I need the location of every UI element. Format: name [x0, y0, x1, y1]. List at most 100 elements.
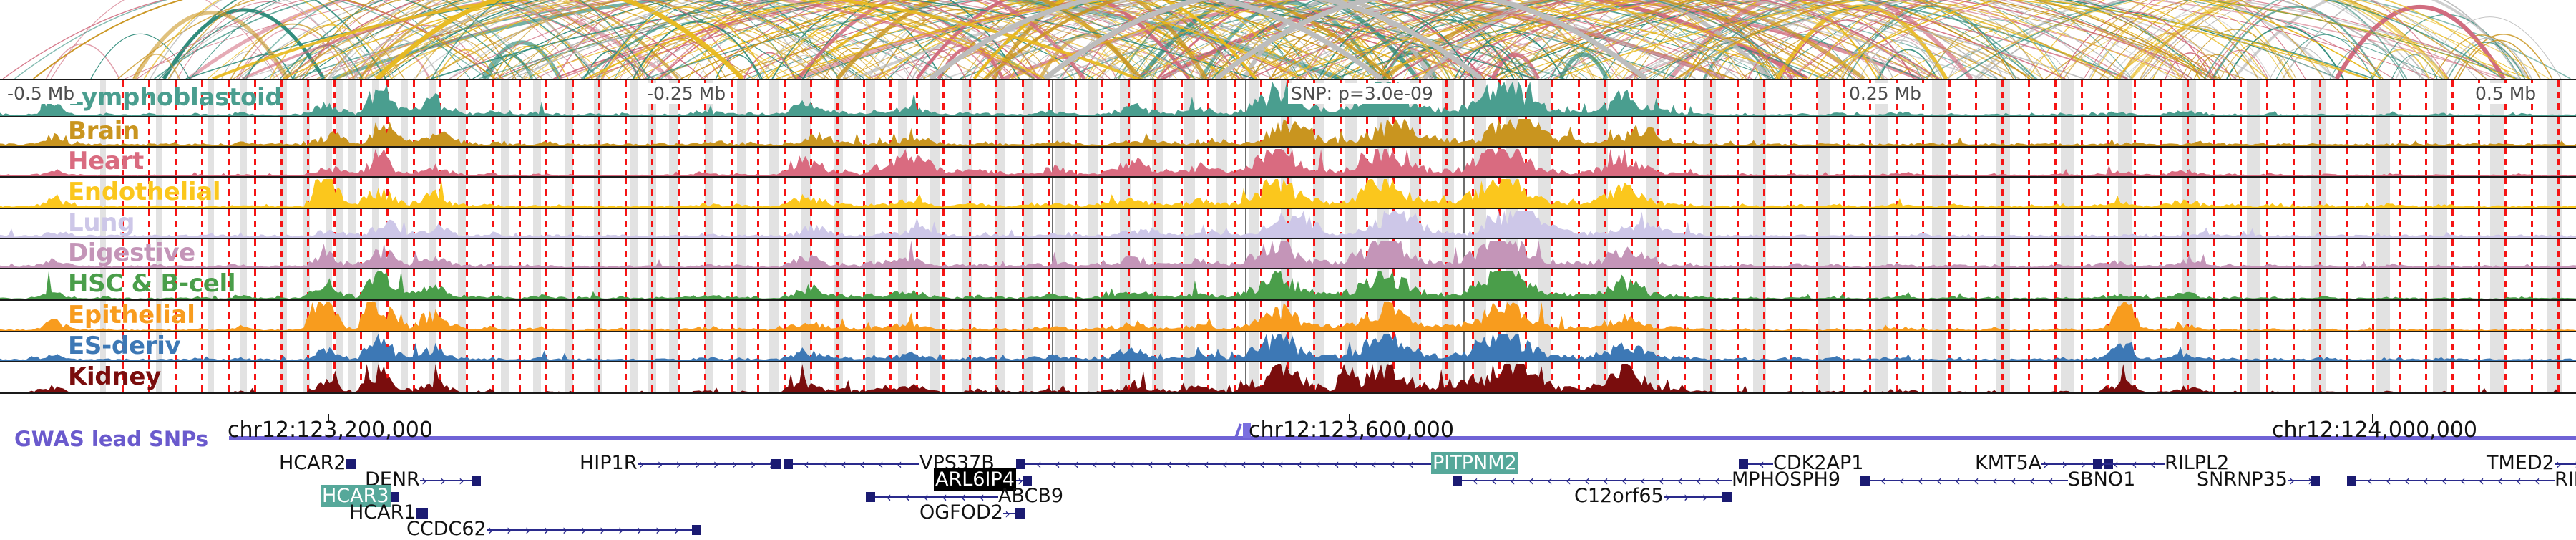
snp-rule[interactable] — [148, 269, 150, 299]
snp-rule[interactable] — [1604, 148, 1606, 176]
snp-rule[interactable] — [1604, 209, 1606, 238]
snp-rule[interactable] — [1657, 301, 1659, 331]
snp-rule[interactable] — [2319, 301, 2321, 331]
snp-rule[interactable] — [1181, 332, 1183, 361]
snp-rule[interactable] — [1737, 80, 1739, 116]
snp-rule[interactable] — [1869, 117, 1871, 146]
snp-rule[interactable] — [519, 178, 521, 208]
snp-rule[interactable] — [2107, 269, 2109, 299]
snp-rule[interactable] — [889, 332, 892, 361]
snp-rule[interactable] — [1948, 148, 1951, 176]
snp-rule[interactable] — [1445, 301, 1448, 331]
snp-rule[interactable] — [704, 332, 706, 361]
snp-rule[interactable] — [969, 148, 971, 176]
snp-rule[interactable] — [2213, 301, 2215, 331]
gene-abcb9[interactable]: ‹‹‹‹‹‹‹ABCB9 — [866, 486, 1063, 507]
snp-rule[interactable] — [1445, 117, 1448, 146]
snp-rule[interactable] — [2425, 239, 2427, 268]
snp-rule[interactable] — [1340, 239, 1342, 268]
snp-rule[interactable] — [307, 362, 309, 392]
snp-rule[interactable] — [1631, 209, 1633, 238]
snp-rule[interactable] — [1154, 269, 1156, 299]
snp-rule[interactable] — [1340, 301, 1342, 331]
snp-rule[interactable] — [1684, 148, 1686, 176]
snp-rule[interactable] — [254, 332, 256, 361]
snp-rule[interactable] — [810, 178, 812, 208]
snp-rule[interactable] — [836, 80, 839, 116]
snp-rule[interactable] — [122, 239, 124, 268]
snp-rule[interactable] — [413, 362, 415, 392]
snp-rule[interactable] — [545, 332, 547, 361]
snp-rule[interactable] — [280, 148, 283, 176]
snp-rule[interactable] — [598, 301, 600, 331]
snp-rule[interactable] — [122, 80, 124, 116]
snp-rule[interactable] — [1154, 209, 1156, 238]
snp-rule[interactable] — [2081, 239, 2083, 268]
snp-rule[interactable] — [2240, 362, 2242, 392]
gene-hcar2[interactable]: HCAR2 — [279, 453, 356, 474]
snp-rule[interactable] — [969, 117, 971, 146]
snp-rule[interactable] — [625, 239, 627, 268]
snp-rule[interactable] — [2399, 178, 2401, 208]
snp-rule[interactable] — [704, 301, 706, 331]
snp-rule[interactable] — [1896, 148, 1898, 176]
snp-rule[interactable] — [2107, 117, 2109, 146]
snp-rule[interactable] — [1181, 209, 1183, 238]
snp-rule[interactable] — [1207, 209, 1209, 238]
snp-rule[interactable] — [1922, 239, 1924, 268]
snp-rule[interactable] — [995, 178, 997, 208]
snp-rule[interactable] — [2293, 209, 2295, 238]
snp-rule[interactable] — [2346, 332, 2348, 361]
snp-rule[interactable] — [1710, 269, 1712, 299]
snp-rule[interactable] — [2293, 239, 2295, 268]
snp-rule[interactable] — [2346, 80, 2348, 116]
snp-rule[interactable] — [1869, 148, 1871, 176]
snp-rule[interactable] — [2240, 148, 2242, 176]
snp-rule[interactable] — [2081, 80, 2083, 116]
snp-rule[interactable] — [942, 209, 945, 238]
snp-rule[interactable] — [1022, 209, 1024, 238]
snp-rule[interactable] — [439, 332, 441, 361]
snp-rule[interactable] — [2451, 332, 2454, 361]
snp-rule[interactable] — [1790, 239, 1792, 268]
snp-rule[interactable] — [1154, 332, 1156, 361]
snp-rule[interactable] — [836, 209, 839, 238]
snp-rule[interactable] — [175, 269, 177, 299]
snp-rule[interactable] — [492, 239, 494, 268]
snp-rule[interactable] — [2266, 362, 2268, 392]
snp-rule[interactable] — [280, 239, 283, 268]
snp-rule[interactable] — [175, 209, 177, 238]
snp-rule[interactable] — [492, 301, 494, 331]
snp-rule[interactable] — [439, 301, 441, 331]
snp-rule[interactable] — [1234, 117, 1236, 146]
snp-rule[interactable] — [704, 209, 706, 238]
snp-rule[interactable] — [466, 148, 468, 176]
snp-rule[interactable] — [2028, 362, 2030, 392]
snp-rule[interactable] — [1075, 301, 1077, 331]
snp-rule[interactable] — [1684, 332, 1686, 361]
snp-rule[interactable] — [2346, 269, 2348, 299]
snp-rule[interactable] — [1975, 239, 1977, 268]
snp-rule[interactable] — [2240, 80, 2242, 116]
snp-rule[interactable] — [1207, 239, 1209, 268]
snp-rule[interactable] — [439, 80, 441, 116]
snp-rule[interactable] — [1922, 117, 1924, 146]
snp-rule[interactable] — [254, 178, 256, 208]
snp-rule[interactable] — [1948, 269, 1951, 299]
snp-rule[interactable] — [2557, 239, 2560, 268]
snp-rule[interactable] — [1075, 209, 1077, 238]
snp-rule[interactable] — [2054, 301, 2057, 331]
snp-rule[interactable] — [1075, 269, 1077, 299]
snp-rule[interactable] — [598, 332, 600, 361]
snp-rule[interactable] — [1763, 148, 1765, 176]
snp-rule[interactable] — [2187, 362, 2189, 392]
snp-rule[interactable] — [2372, 362, 2374, 392]
snp-rule[interactable] — [704, 362, 706, 392]
snp-rule[interactable] — [2266, 269, 2268, 299]
snp-rule[interactable] — [1260, 178, 1262, 208]
snp-rule[interactable] — [2425, 209, 2427, 238]
snp-rule[interactable] — [280, 301, 283, 331]
snp-rule[interactable] — [1101, 362, 1103, 392]
snp-rule[interactable] — [1551, 239, 1553, 268]
snp-rule[interactable] — [625, 178, 627, 208]
